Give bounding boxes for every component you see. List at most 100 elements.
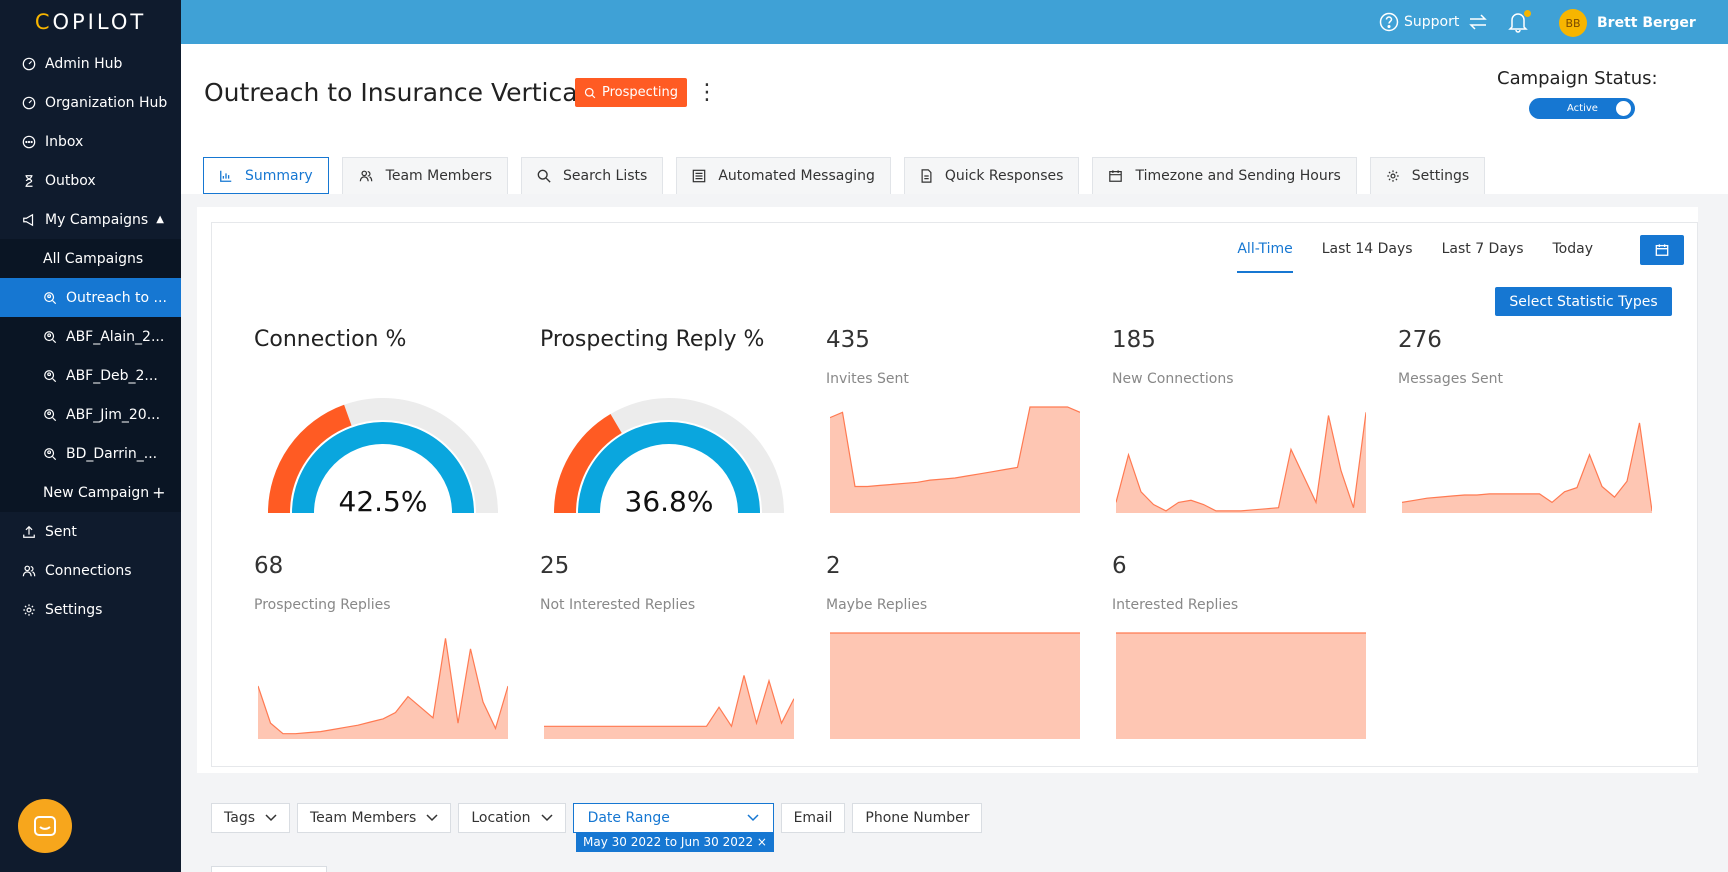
sidebar-item-sent[interactable]: Sent (0, 512, 181, 551)
gauge-value: 36.8% (624, 485, 714, 518)
search-person-icon (43, 291, 57, 305)
sparkline-area (258, 638, 508, 739)
gauge-icon (22, 57, 36, 71)
campaign-bd-darrin[interactable]: BD_Darrin_... (0, 434, 181, 473)
gauge-value: 42.5% (338, 485, 428, 518)
campaign-label: ABF_Jim_20... (66, 406, 161, 423)
toggle-knob (1616, 101, 1631, 116)
tab-quick-responses[interactable]: Quick Responses (903, 157, 1080, 194)
plus-icon: + (152, 483, 166, 502)
select-statistic-types-button[interactable]: Select Statistic Types (1495, 287, 1672, 316)
tab-summary[interactable]: Summary (203, 157, 329, 194)
search-person-icon (43, 330, 57, 344)
filter-label: Team Members (310, 810, 417, 826)
date-range-chip[interactable]: May 30 2022 to Jun 30 2022 × (576, 832, 774, 852)
tab-bar: Summary Team Members Search Lists Automa… (203, 157, 1498, 194)
gauge-outer-arc (268, 404, 352, 513)
date-range-tabs: All-Time Last 14 Days Last 7 Days Today (1208, 241, 1593, 273)
tags-filter[interactable]: Tags (211, 803, 290, 833)
tab-label: Automated Messaging (718, 168, 875, 184)
campaign-label: All Campaigns (43, 250, 144, 267)
sidebar-item-admin-hub[interactable]: Admin Hub (0, 44, 181, 83)
sidebar-item-connections[interactable]: Connections (0, 551, 181, 590)
support-link[interactable]: Support (1379, 12, 1459, 32)
gauge-title: Connection % (254, 327, 407, 352)
sidebar: C OPILOT Admin Hub Organization Hub Inbox… (0, 0, 181, 872)
sidebar-item-settings[interactable]: Settings (0, 590, 181, 629)
upload-icon (22, 525, 36, 539)
location-filter[interactable]: Location (458, 803, 566, 833)
email-filter[interactable]: Email (780, 803, 846, 833)
chevron-down-icon (747, 810, 759, 826)
campaign-status-toggle[interactable]: Active (1529, 98, 1635, 119)
copilot-logo[interactable]: C OPILOT (0, 0, 181, 44)
notification-dot (1524, 10, 1531, 17)
metric-value: 2 (826, 553, 841, 579)
support-label: Support (1404, 14, 1460, 30)
sidebar-item-organization-hub[interactable]: Organization Hub (0, 83, 181, 122)
prospecting-replies-sparkline (258, 638, 508, 739)
search-person-icon (43, 408, 57, 422)
chevron-up-icon[interactable]: ▲ (156, 214, 164, 225)
metric-value: 68 (254, 553, 284, 579)
range-today[interactable]: Today (1552, 241, 1594, 257)
messages-sent-sparkline (1402, 422, 1652, 513)
tab-search-lists[interactable]: Search Lists (521, 157, 664, 194)
date-range-filter[interactable]: Date Range (572, 803, 774, 833)
sidebar-item-label: Settings (45, 601, 103, 618)
gauge-outer-arc (554, 414, 622, 513)
filter-label: Date Range (587, 810, 670, 826)
topbar: Support BB Brett Berger (181, 0, 1728, 44)
calendar-icon (1655, 244, 1669, 256)
campaign-label: ABF_Alain_2... (66, 328, 165, 345)
range-last-7-days[interactable]: Last 7 Days (1441, 241, 1524, 257)
user-menu[interactable]: BB Brett Berger (1559, 9, 1696, 37)
bell-icon[interactable] (1508, 10, 1531, 37)
chat-launcher-button[interactable] (18, 799, 72, 853)
tab-timezone-sending-hours[interactable]: Timezone and Sending Hours (1092, 157, 1357, 194)
page-header: Outreach to Insurance Vertical Prospecti… (181, 44, 1728, 194)
range-last-14-days[interactable]: Last 14 Days (1321, 241, 1413, 257)
sparkline-area (1116, 412, 1366, 513)
gauge-icon (22, 96, 36, 110)
search-person-icon (584, 87, 596, 98)
team-members-filter[interactable]: Team Members (297, 803, 452, 833)
tab-label: Team Members (385, 168, 492, 184)
sidebar-item-my-campaigns[interactable]: My Campaigns ▲ (0, 200, 181, 239)
metric-value: 276 (1398, 327, 1442, 353)
calendar-button[interactable] (1640, 235, 1684, 265)
bar-chart-icon (220, 170, 232, 182)
chevron-down-icon (426, 810, 438, 826)
campaign-all[interactable]: All Campaigns (0, 239, 181, 278)
phone-number-filter[interactable]: Phone Number (852, 803, 983, 833)
metric-label: Not Interested Replies (540, 597, 696, 613)
calendar-icon (1109, 170, 1123, 182)
campaign-abf-deb[interactable]: ABF_Deb_2... (0, 356, 181, 395)
sparkline-area (830, 633, 1080, 739)
sidebar-item-outbox[interactable]: Outbox (0, 161, 181, 200)
metric-label: Invites Sent (826, 371, 909, 387)
tab-team-members[interactable]: Team Members (341, 157, 508, 194)
more-options-icon[interactable]: ⋮ (696, 80, 718, 105)
megaphone-icon (22, 213, 36, 227)
tab-label: Quick Responses (944, 168, 1064, 184)
campaign-abf-alain[interactable]: ABF_Alain_2... (0, 317, 181, 356)
campaign-status-label: Campaign Status: (1497, 68, 1658, 89)
metric-value: 435 (826, 327, 870, 353)
campaign-outreach[interactable]: Outreach to ... (0, 278, 181, 317)
campaign-abf-jim[interactable]: ABF_Jim_20... (0, 395, 181, 434)
swap-icon[interactable] (1468, 13, 1488, 35)
sidebar-item-inbox[interactable]: Inbox (0, 122, 181, 161)
metric-value: 25 (540, 553, 570, 579)
maybe-replies-sparkline (830, 632, 1080, 739)
tab-automated-messaging[interactable]: Automated Messaging (676, 157, 891, 194)
metric-label: Messages Sent (1398, 371, 1503, 387)
new-campaign-button[interactable]: New Campaign + (0, 473, 181, 512)
range-all-time[interactable]: All-Time (1237, 241, 1293, 273)
tab-settings[interactable]: Settings (1369, 157, 1486, 194)
tab-label: Search Lists (563, 168, 648, 184)
metric-value: 185 (1112, 327, 1156, 353)
metric-label: Interested Replies (1112, 597, 1239, 613)
metric-label: New Connections (1112, 371, 1234, 387)
filter-bar: Tags Team Members Location Date Range Em… (211, 803, 989, 833)
